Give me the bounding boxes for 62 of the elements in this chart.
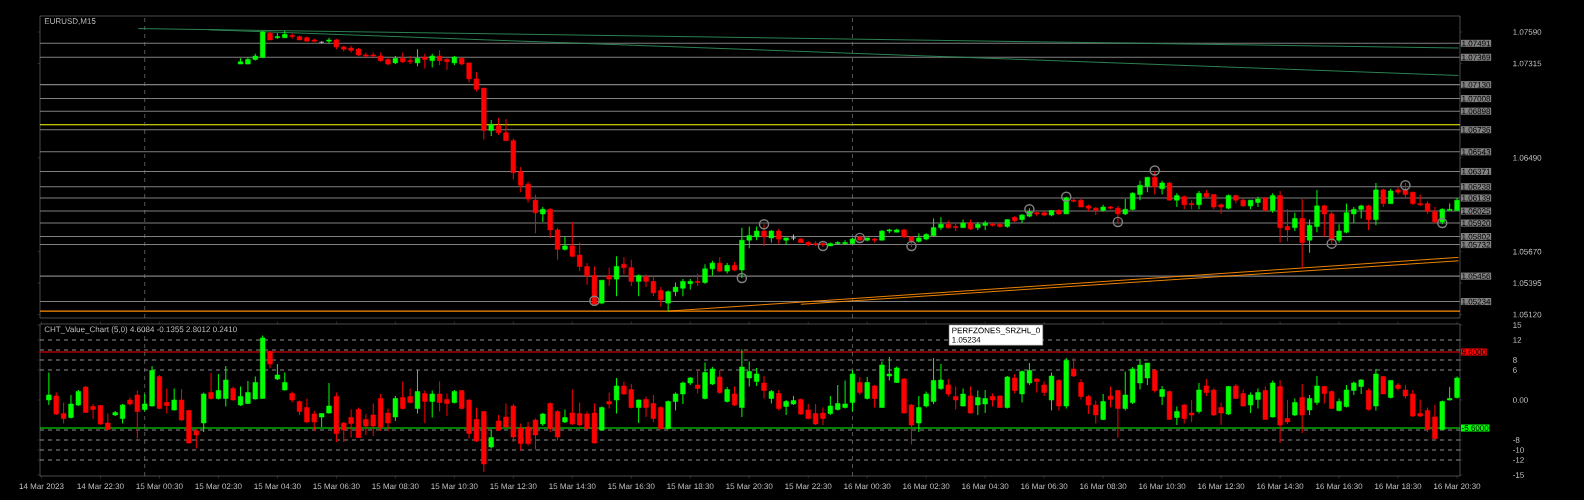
x-tick-label: 15 Mar 02:30 xyxy=(195,483,242,490)
y-tick-label: -15 xyxy=(1513,472,1524,478)
ref-line-label: 1.06736 xyxy=(1462,126,1491,133)
x-tick-label: 15 Mar 04:30 xyxy=(254,483,301,490)
x-tick-label: 16 Mar 04:30 xyxy=(962,483,1009,490)
x-tick-label: 16 Mar 14:30 xyxy=(1257,483,1304,490)
x-tick-label: 15 Mar 22:30 xyxy=(785,483,832,490)
x-tick-label: 15 Mar 00:30 xyxy=(136,483,183,490)
ref-line-label: 1.05732 xyxy=(1462,241,1491,248)
y-tick-label: 0.00 xyxy=(1512,397,1528,403)
y-tick-label: 1.06490 xyxy=(1513,155,1542,161)
ref-line-label: 1.06238 xyxy=(1462,183,1491,190)
chart-title: EURUSD,M15 xyxy=(44,18,96,25)
ref-line-label: 1.06543 xyxy=(1462,149,1491,155)
y-tick-label: 6 xyxy=(1513,367,1517,373)
ref-line-label: 1.05802 xyxy=(1462,233,1491,240)
x-tick-label: 16 Mar 16:30 xyxy=(1316,483,1363,490)
x-tick-label: 16 Mar 00:30 xyxy=(844,483,891,490)
ref-line-label: 9.6000 xyxy=(1461,349,1486,355)
x-tick-label: 16 Mar 10:30 xyxy=(1139,483,1186,490)
y-tick-label: 12 xyxy=(1513,337,1522,343)
x-tick-label: 14 Mar 2023 xyxy=(19,483,64,490)
ref-line-label: 1.06139 xyxy=(1462,195,1491,201)
y-tick-label: 15 xyxy=(1513,322,1522,328)
x-tick-label: 16 Mar 08:30 xyxy=(1080,483,1127,490)
ref-line-label: 1.05234 xyxy=(1462,298,1491,305)
x-tick-label: 15 Mar 14:30 xyxy=(549,483,596,490)
y-tick-label: -12 xyxy=(1513,457,1524,463)
x-tick-label: 16 Mar 12:30 xyxy=(1198,483,1245,490)
ref-line-label: 1.07491 xyxy=(1462,40,1491,47)
x-tick-label: 15 Mar 20:30 xyxy=(726,483,773,490)
ref-line-label: 1.07008 xyxy=(1462,95,1491,102)
x-tick-label: 16 Mar 02:30 xyxy=(903,483,950,490)
chart-title: CHT_Value_Chart (5,0) 4.6084 -0.1355 2.8012 0.2410 xyxy=(44,326,237,334)
ref-line-label: 1.06371 xyxy=(1462,168,1491,175)
x-tick-label: 16 Mar 18:30 xyxy=(1375,483,1422,490)
x-tick-label: 16 Mar 20:30 xyxy=(1434,483,1481,490)
y-tick-label: 1.07590 xyxy=(1513,29,1542,35)
annotation: 1.05234 xyxy=(952,336,981,343)
y-tick-label: 1.05395 xyxy=(1513,280,1542,286)
x-tick-label: 15 Mar 06:30 xyxy=(313,483,360,490)
y-tick-label: 1.05120 xyxy=(1513,311,1542,318)
y-tick-label: 1.07315 xyxy=(1513,60,1542,67)
y-tick-label: -8 xyxy=(1513,437,1520,443)
x-tick-label: 15 Mar 08:30 xyxy=(372,483,419,490)
x-tick-label: 15 Mar 12:30 xyxy=(490,483,537,490)
ref-line-label: 1.07369 xyxy=(1462,54,1491,61)
y-tick-label: -10 xyxy=(1513,447,1524,453)
x-tick-label: 15 Mar 18:30 xyxy=(667,483,714,490)
x-tick-label: 15 Mar 10:30 xyxy=(431,483,478,490)
x-tick-label: 16 Mar 06:30 xyxy=(1021,483,1068,490)
ref-line-label: 1.05920 xyxy=(1462,220,1491,226)
annotation: PERFZONES_SRZHL_0 xyxy=(952,327,1040,335)
ref-line-label: -5.6000 xyxy=(1461,425,1489,431)
x-tick-label: 15 Mar 16:30 xyxy=(608,483,655,490)
x-tick-label: 14 Mar 22:30 xyxy=(77,483,124,490)
ref-line-label: 1.07130 xyxy=(1462,81,1491,88)
ref-line-label: 1.06025 xyxy=(1462,208,1491,214)
y-tick-label: 8 xyxy=(1513,357,1517,363)
ref-line-label: 1.06898 xyxy=(1462,108,1491,115)
y-tick-label: 1.05670 xyxy=(1513,248,1542,255)
ref-line-label: 1.05456 xyxy=(1462,273,1491,280)
